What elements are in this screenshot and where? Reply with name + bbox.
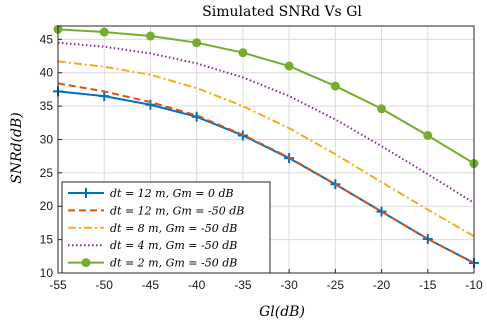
data-point <box>238 48 248 58</box>
y-tick-label: 35 <box>40 99 54 113</box>
legend-label: dt = 8 m, Gm = -50 dB <box>110 222 237 235</box>
x-tick-label: -10 <box>465 278 483 292</box>
legend-marker <box>81 258 91 268</box>
data-point <box>377 104 387 114</box>
legend-entry: dt = 2 m, Gm = -50 dB <box>68 257 237 270</box>
legend-entry: dt = 4 m, Gm = -50 dB <box>68 239 237 252</box>
data-point <box>99 91 110 102</box>
y-tick-label: 10 <box>40 266 54 280</box>
legend-entry: dt = 12 m, Gm = 0 dB <box>68 187 234 200</box>
tick-labels: -55 -50 -45 -40 -35 -30 -25 -20 -15 -10 10 15 20 25 30… <box>40 32 483 292</box>
y-tick-label: 15 <box>40 233 54 247</box>
x-axis-label: Gl(dB) <box>259 304 305 320</box>
data-point <box>99 27 109 37</box>
legend-label: dt = 2 m, Gm = -50 dB <box>110 257 237 270</box>
series-line-3 <box>57 60 475 238</box>
legend-marker <box>81 188 91 198</box>
x-tick-label: -30 <box>280 278 298 292</box>
legend-label: dt = 12 m, Gm = 0 dB <box>110 187 234 200</box>
x-tick-label: -35 <box>234 278 252 292</box>
data-point <box>145 31 155 41</box>
y-tick-label: 30 <box>40 132 54 146</box>
legend: dt = 12 m, Gm = 0 dB dt = 12 m, Gm = -50 … <box>61 181 271 274</box>
series-line-4 <box>57 41 475 204</box>
legend-label: dt = 4 m, Gm = -50 dB <box>110 239 237 252</box>
series-2 <box>57 82 475 264</box>
y-tick-label: 45 <box>40 32 54 46</box>
y-tick-label: 40 <box>40 66 54 80</box>
x-tick-label: -15 <box>419 278 437 292</box>
legend-label: dt = 12 m, Gm = -50 dB <box>110 204 244 217</box>
data-point <box>422 233 433 244</box>
series-4 <box>57 41 475 204</box>
legend-entry: dt = 12 m, Gm = -50 dB <box>68 204 244 217</box>
x-tick-label: -25 <box>327 278 345 292</box>
y-axis-label: SNRd(dB) <box>9 112 25 184</box>
chart-title: Simulated SNRd Vs Gl <box>202 4 362 20</box>
legend-entry: dt = 8 m, Gm = -50 dB <box>68 222 237 235</box>
x-tick-label: -50 <box>96 278 114 292</box>
data-point <box>376 206 387 217</box>
series-line-2 <box>57 82 475 264</box>
x-tick-label: -20 <box>373 278 391 292</box>
series-line-5 <box>57 28 475 165</box>
y-tick-label: 25 <box>40 166 54 180</box>
x-tick-label: -40 <box>188 278 206 292</box>
data-point <box>284 61 294 71</box>
y-tick-label: 20 <box>40 199 54 213</box>
data-point <box>330 81 340 91</box>
data-point <box>423 130 433 140</box>
data-point <box>192 38 202 48</box>
series-3 <box>57 60 475 238</box>
x-tick-label: -45 <box>142 278 160 292</box>
x-tick-label: -55 <box>49 278 67 292</box>
